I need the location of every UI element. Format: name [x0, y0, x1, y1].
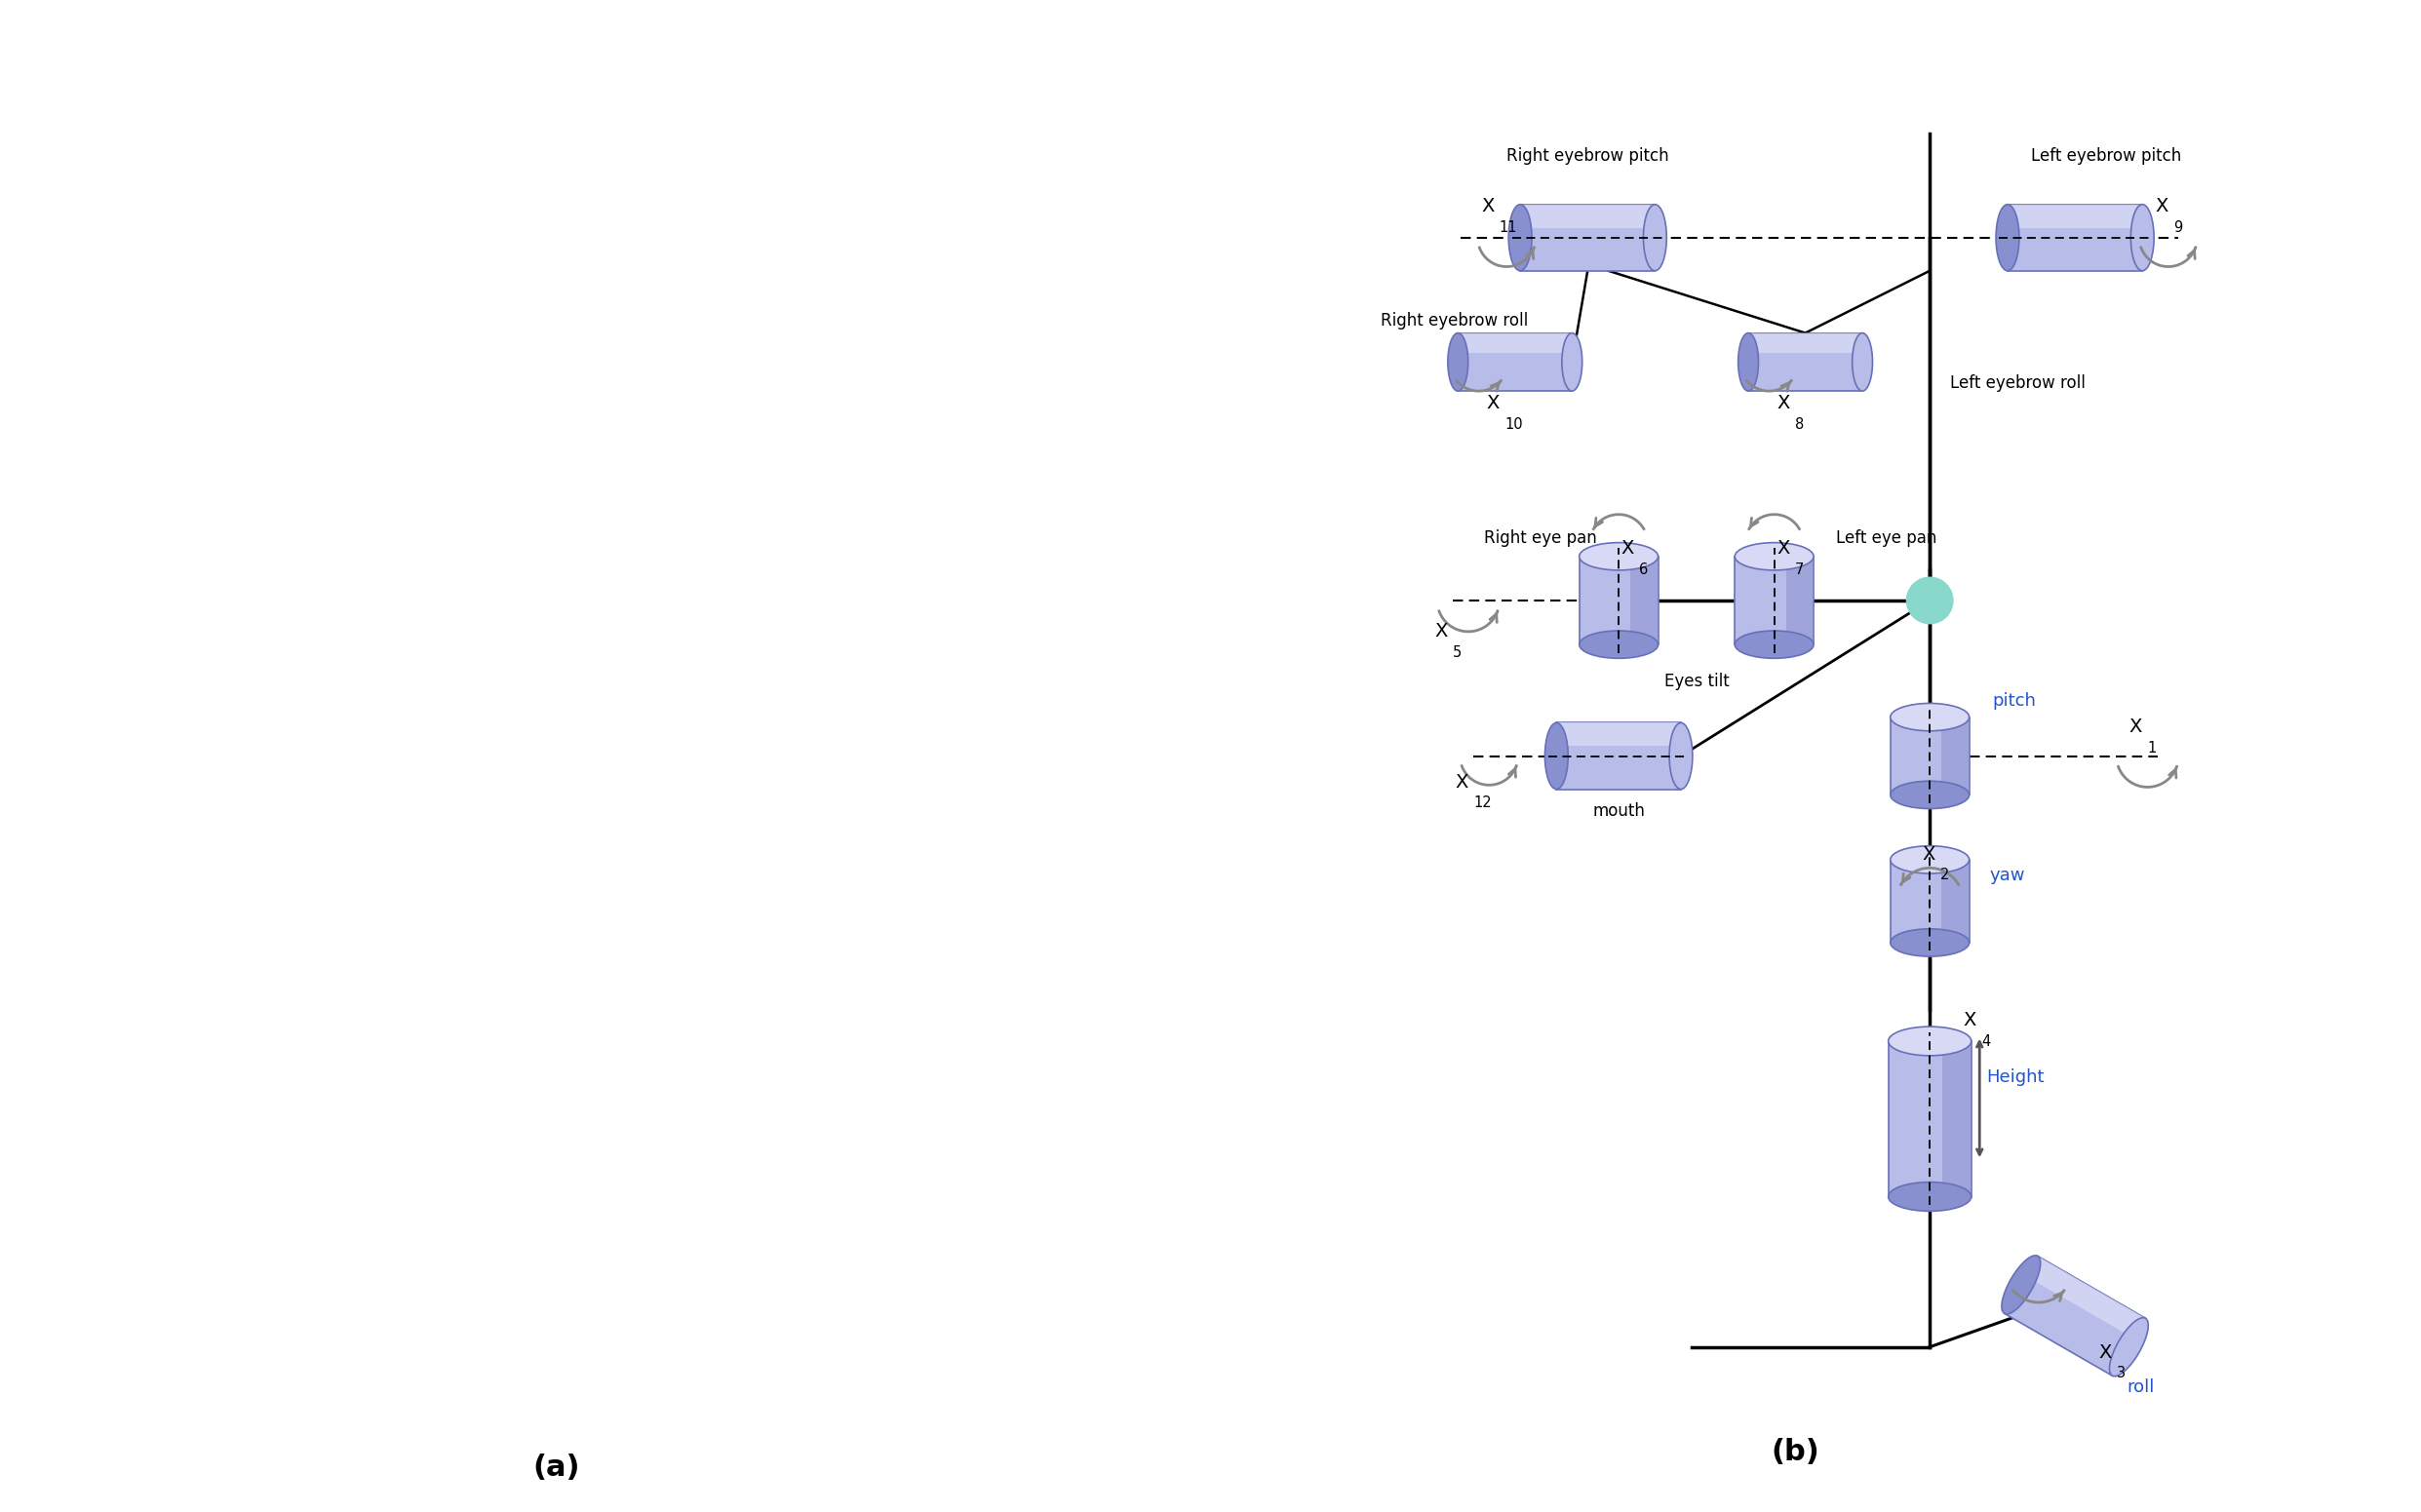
Text: X: X — [1486, 395, 1499, 413]
Text: X: X — [2099, 1343, 2111, 1361]
Ellipse shape — [1888, 1027, 1971, 1055]
Ellipse shape — [1891, 703, 1968, 730]
Polygon shape — [1787, 556, 1813, 644]
Text: 10: 10 — [1503, 417, 1523, 431]
Polygon shape — [1557, 723, 1680, 745]
Text: X: X — [2155, 197, 2169, 216]
Ellipse shape — [1736, 631, 1813, 658]
Text: X: X — [2130, 718, 2143, 736]
Polygon shape — [2005, 1256, 2145, 1376]
Ellipse shape — [1508, 204, 1532, 271]
Text: X: X — [1436, 623, 1448, 641]
Text: roll: roll — [2126, 1377, 2155, 1396]
Polygon shape — [1942, 717, 1968, 795]
Text: X: X — [1482, 197, 1494, 216]
Text: Eyes tilt: Eyes tilt — [1663, 673, 1729, 691]
Text: 5: 5 — [1453, 646, 1462, 659]
Polygon shape — [1520, 204, 1656, 228]
Text: Right eye pan: Right eye pan — [1484, 529, 1598, 547]
Polygon shape — [1520, 204, 1656, 271]
Text: X: X — [1622, 540, 1634, 558]
Polygon shape — [2026, 1256, 2145, 1338]
Polygon shape — [1629, 556, 1658, 644]
Text: X: X — [1777, 395, 1789, 413]
Polygon shape — [2007, 204, 2143, 228]
Text: X: X — [1777, 540, 1789, 558]
Ellipse shape — [1545, 723, 1569, 789]
Ellipse shape — [1448, 333, 1467, 392]
Text: 11: 11 — [1499, 219, 1518, 234]
Text: Left eyebrow pitch: Left eyebrow pitch — [2031, 148, 2181, 165]
Polygon shape — [1736, 556, 1813, 644]
Ellipse shape — [2109, 1317, 2147, 1376]
Text: 7: 7 — [1794, 562, 1804, 576]
Text: pitch: pitch — [1992, 692, 2036, 709]
Text: Right eyebrow pitch: Right eyebrow pitch — [1506, 148, 1668, 165]
Ellipse shape — [1995, 204, 2019, 271]
Ellipse shape — [1562, 333, 1583, 392]
Polygon shape — [1748, 333, 1862, 354]
Ellipse shape — [1736, 543, 1813, 570]
Ellipse shape — [1852, 333, 1871, 392]
Ellipse shape — [1578, 543, 1658, 570]
Ellipse shape — [1891, 845, 1968, 874]
Polygon shape — [2007, 204, 2143, 271]
Ellipse shape — [1738, 333, 1758, 392]
Text: Left eyebrow roll: Left eyebrow roll — [1951, 373, 2087, 392]
Text: Height: Height — [1988, 1069, 2046, 1086]
Ellipse shape — [1670, 723, 1692, 789]
Polygon shape — [1888, 1042, 1971, 1196]
Text: (b): (b) — [1770, 1438, 1818, 1467]
Text: 1: 1 — [2147, 741, 2157, 754]
Text: 9: 9 — [2174, 219, 2181, 234]
Polygon shape — [1457, 333, 1571, 354]
Text: 2: 2 — [1939, 868, 1949, 883]
Text: 12: 12 — [1474, 795, 1491, 810]
Ellipse shape — [1891, 782, 1968, 809]
Polygon shape — [1891, 860, 1968, 942]
Text: Left eye pan: Left eye pan — [1838, 529, 1937, 547]
Text: X: X — [1963, 1012, 1976, 1030]
Circle shape — [1908, 578, 1954, 623]
Text: 8: 8 — [1794, 417, 1804, 431]
Text: 6: 6 — [1639, 562, 1649, 576]
Ellipse shape — [1891, 928, 1968, 957]
Polygon shape — [1942, 1042, 1971, 1196]
Text: yaw: yaw — [1990, 866, 2026, 885]
Ellipse shape — [2002, 1255, 2041, 1314]
Ellipse shape — [1644, 204, 1666, 271]
Text: (a): (a) — [533, 1453, 581, 1482]
Text: 4: 4 — [1983, 1034, 1990, 1048]
Polygon shape — [1557, 723, 1680, 789]
Text: mouth: mouth — [1593, 803, 1644, 820]
Polygon shape — [1578, 556, 1658, 644]
Text: 3: 3 — [2116, 1365, 2126, 1380]
Polygon shape — [1748, 333, 1862, 392]
Ellipse shape — [2130, 204, 2155, 271]
Text: X: X — [1455, 773, 1467, 791]
Polygon shape — [1891, 717, 1968, 795]
Text: Right eyebrow roll: Right eyebrow roll — [1380, 311, 1528, 330]
Ellipse shape — [1888, 1182, 1971, 1211]
Text: X: X — [1922, 845, 1934, 863]
Ellipse shape — [1578, 631, 1658, 658]
Polygon shape — [1457, 333, 1571, 392]
Polygon shape — [1942, 860, 1968, 942]
